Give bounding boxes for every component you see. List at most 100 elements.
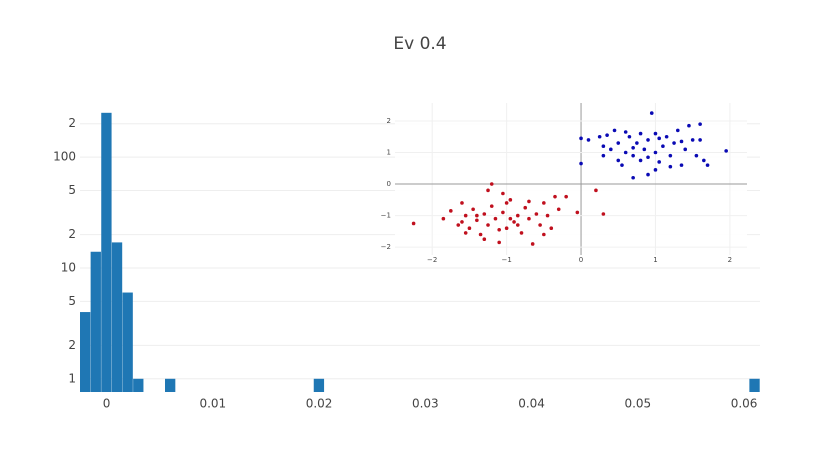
point — [653, 150, 658, 155]
point — [460, 201, 464, 205]
point — [664, 134, 669, 139]
x-tick-label: 0 — [103, 397, 111, 411]
point — [523, 205, 528, 210]
plot-area — [395, 103, 747, 255]
x-tick-label: 0.03 — [412, 397, 439, 411]
point — [646, 172, 650, 177]
y-tick-label: 10 — [61, 260, 76, 274]
point — [657, 160, 661, 164]
point — [679, 139, 684, 144]
point — [705, 163, 710, 167]
bar — [133, 378, 144, 392]
point — [411, 221, 416, 226]
point — [489, 204, 494, 208]
point — [631, 145, 635, 150]
x-tick-label: 0 — [579, 256, 583, 264]
point — [564, 194, 568, 199]
point — [620, 163, 624, 167]
bar — [80, 312, 91, 392]
y-tick-label: 2 — [68, 227, 76, 241]
point — [463, 231, 468, 235]
point — [623, 130, 628, 134]
bar — [122, 292, 133, 392]
point — [698, 122, 702, 126]
point — [635, 141, 639, 145]
y-tick-label: 100 — [53, 150, 76, 164]
point — [586, 138, 591, 142]
point — [661, 144, 665, 149]
y-tick-label: 2 — [387, 117, 391, 125]
y-tick-label: −2 — [381, 243, 391, 251]
point — [631, 175, 635, 180]
point — [482, 237, 487, 242]
x-tick-label: 2 — [728, 256, 732, 264]
point — [508, 198, 513, 202]
point — [687, 123, 691, 128]
x-tick-label: 0.04 — [518, 397, 545, 411]
point — [649, 111, 654, 115]
point — [679, 163, 684, 167]
point — [545, 213, 550, 218]
x-tick-label: 0.06 — [731, 397, 758, 411]
point — [441, 216, 446, 221]
point — [549, 226, 554, 230]
point — [698, 138, 702, 142]
point — [646, 138, 650, 142]
point — [657, 136, 661, 141]
point — [449, 209, 453, 213]
point — [668, 164, 673, 169]
point — [501, 191, 505, 196]
point — [627, 134, 632, 139]
point — [638, 131, 643, 136]
bar — [101, 112, 112, 392]
point — [612, 128, 617, 133]
point — [646, 155, 650, 160]
point — [616, 141, 621, 145]
y-tick-label: 2 — [68, 338, 76, 352]
point — [515, 213, 520, 218]
chart-title: Ev 0.4 — [393, 34, 446, 54]
point — [471, 207, 475, 212]
point — [601, 144, 606, 149]
y-tick-label: 2 — [68, 116, 76, 130]
point — [605, 133, 609, 137]
x-tick-label: −2 — [427, 256, 437, 264]
point — [623, 150, 628, 155]
bar — [111, 242, 123, 392]
point — [601, 153, 606, 158]
point — [694, 153, 699, 158]
point — [672, 141, 676, 145]
point — [489, 182, 494, 186]
point — [579, 161, 583, 166]
point — [616, 158, 621, 163]
x-tick-label: 0.01 — [199, 397, 226, 411]
point — [527, 216, 531, 221]
point — [675, 128, 680, 133]
point — [631, 153, 635, 158]
point — [493, 216, 498, 221]
point — [702, 158, 706, 163]
point — [534, 212, 539, 216]
point — [597, 134, 602, 139]
point — [542, 201, 546, 205]
y-tick-label: 5 — [68, 183, 76, 197]
point — [724, 149, 728, 153]
point — [478, 232, 483, 237]
y-tick-label: 1 — [68, 371, 76, 385]
point — [542, 232, 546, 237]
bar — [749, 378, 760, 392]
point — [653, 131, 658, 136]
point — [501, 210, 505, 215]
bar — [313, 378, 325, 392]
point — [530, 242, 535, 246]
point — [497, 227, 501, 232]
point — [575, 210, 580, 215]
point — [642, 147, 647, 152]
point — [463, 213, 468, 218]
x-tick-label: 0.05 — [624, 397, 651, 411]
bar — [165, 378, 176, 392]
point — [504, 226, 509, 230]
point — [653, 168, 658, 172]
point — [467, 226, 472, 230]
